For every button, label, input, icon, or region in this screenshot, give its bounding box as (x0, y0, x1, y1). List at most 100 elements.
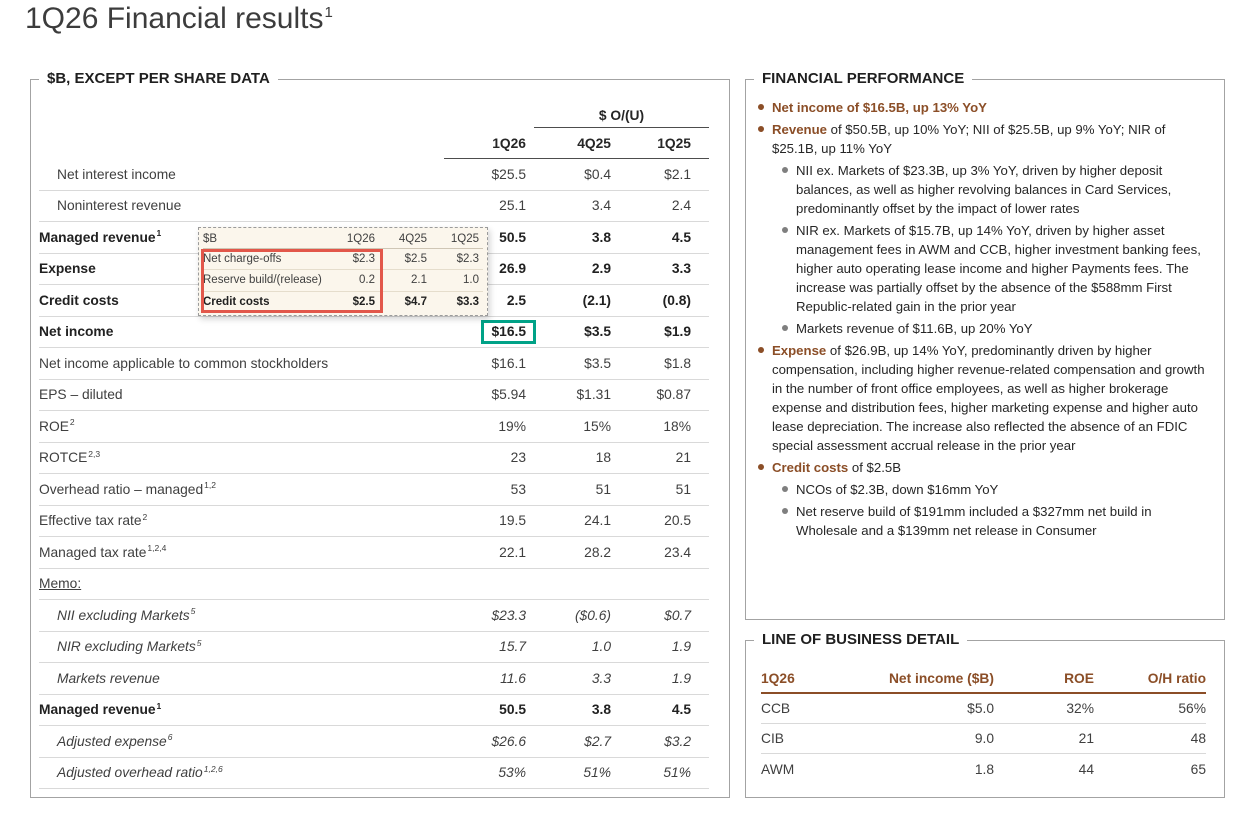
cell-value: 51% (583, 765, 611, 781)
footnote-marker: 1,2 (204, 480, 217, 491)
cell-value: 18 (595, 450, 611, 466)
callout-row: Net charge-offs $2.3 $2.5 $2.3 (203, 249, 483, 271)
callout-row: Reserve build/(release) 0.2 2.1 1.0 (203, 270, 483, 292)
table-row: Credit costs 2.5 (2.1) (0.8) (39, 285, 709, 317)
cell-value: $1.8 (664, 355, 691, 371)
lob-column-header: Net income ($B) (888, 671, 994, 686)
cell-value: 3.8 (591, 702, 611, 718)
callout-cell: 0.2 (359, 274, 375, 287)
row-label-text: Overhead ratio – managed (39, 481, 204, 497)
cell-value: 19.5 (499, 513, 526, 529)
row-label: ROE2 (39, 417, 444, 434)
bullet-item: Net income of $16.5B, up 13% YoY (758, 98, 1210, 117)
callout-cell: 1.0 (463, 274, 479, 287)
row-label: Managed tax rate1,2,4 (39, 544, 444, 560)
cell-value: 50.5 (499, 702, 526, 718)
callout-unit-header: $B (203, 232, 218, 245)
cell-4q25: $0.4 (534, 167, 619, 182)
cell-value: 22.1 (499, 544, 526, 560)
cell-value: 3.3 (591, 670, 611, 686)
cell-1q26: 15.7 (444, 639, 534, 654)
cell-1q25: 1.9 (619, 671, 709, 686)
table-row: Net income $16.5 $3.5 $1.9 (39, 317, 709, 348)
row-label-text: Adjusted expense (57, 733, 167, 749)
lob-cell-oh-ratio: 48 (1190, 731, 1206, 746)
cell-value: 3.4 (591, 198, 611, 214)
cell-1q26: $16.5 (444, 320, 536, 345)
cell-4q25: 1.0 (534, 639, 619, 654)
results-table-panel: $B, EXCEPT PER SHARE DATA $ O/(U) 1Q26 4… (30, 70, 730, 798)
cell-value: 51 (675, 481, 691, 497)
row-label-text: Noninterest revenue (57, 198, 182, 214)
page-title-text: 1Q26 Financial results (25, 2, 324, 35)
table-row: Effective tax rate2 19.5 24.1 20.5 (39, 506, 709, 537)
bullet-rest: NCOs of $2.3B, down $16mm YoY (796, 482, 999, 497)
bullet-text: Credit costs of $2.5B (772, 458, 901, 477)
lob-cell-net-income: $5.0 (967, 701, 994, 716)
bullet-icon (782, 227, 788, 233)
cell-value: 15.7 (499, 639, 526, 655)
footnote-marker: 6 (167, 732, 173, 743)
bullet-icon (782, 508, 788, 514)
cell-value: 4.5 (671, 702, 691, 718)
bullet-item: Credit costs of $2.5B (758, 458, 1210, 477)
callout-column-header: 1Q25 (450, 232, 479, 245)
cell-1q25: 21 (619, 450, 709, 465)
over-under-header-row: $ O/(U) (39, 100, 709, 128)
callout-cell: $2.3 (352, 253, 375, 266)
table-row: Managed tax rate1,2,4 22.1 28.2 23.4 (39, 537, 709, 569)
cell-value: $3.2 (664, 733, 691, 749)
cell-1q26: 23 (444, 450, 534, 465)
bullet-icon (782, 325, 788, 331)
bullet-item: NII ex. Markets of $23.3B, up 3% YoY, dr… (758, 161, 1210, 218)
cell-value: 26.9 (499, 261, 526, 277)
cell-value: 50.5 (499, 229, 526, 245)
cell-4q25: 18 (534, 450, 619, 465)
cell-value: 1.9 (671, 639, 691, 655)
cell-value: 3.3 (671, 261, 691, 277)
cell-value: 2.4 (671, 198, 691, 214)
lob-column-header: O/H ratio (1147, 671, 1206, 686)
credit-costs-callout: $B 1Q26 4Q25 1Q25 Net charge-offs $2.3 $… (198, 227, 488, 316)
cell-4q25: 51% (534, 765, 619, 780)
column-header: 1Q26 (444, 129, 534, 159)
cell-4q25: 2.9 (534, 261, 619, 276)
lob-row: CCB $5.0 32% 56% (761, 694, 1206, 724)
cell-value: 51 (595, 481, 611, 497)
bullet-icon (782, 486, 788, 492)
cell-value: 53% (498, 765, 526, 781)
cell-4q25: 3.3 (534, 671, 619, 686)
cell-1q26: 19.5 (444, 513, 534, 528)
lob-header-row: 1Q26 Net income ($B) ROE O/H ratio (761, 671, 1206, 694)
cell-value: $5.94 (491, 387, 526, 403)
row-label-text: Net interest income (57, 166, 176, 182)
footnote-marker: 5 (190, 606, 196, 617)
bullet-rest: of $50.5B, up 10% YoY; NII of $25.5B, up… (772, 122, 1166, 156)
bullet-rest: Markets revenue of $11.6B, up 20% YoY (796, 321, 1033, 336)
column-header: 1Q25 (619, 129, 709, 159)
table-row: Markets revenue 11.6 3.3 1.9 (39, 663, 709, 695)
cell-value: 15% (583, 418, 611, 434)
bullet-rest: Net reserve build of $191mm included a $… (796, 504, 1152, 538)
cell-1q25: (0.8) (619, 293, 709, 308)
cell-value: $0.87 (656, 387, 691, 403)
cell-1q26: $26.6 (444, 734, 534, 749)
cell-4q25: $3.5 (534, 324, 619, 339)
bullet-item: Expense of $26.9B, up 14% YoY, predomina… (758, 341, 1210, 455)
table-row: ROE2 19% 15% 18% (39, 411, 709, 443)
callout-cell: 2.1 (411, 274, 427, 287)
cell-value: 1.0 (591, 639, 611, 655)
row-label: Credit costs (39, 293, 444, 308)
table-header: $ O/(U) 1Q26 4Q25 1Q25 (39, 100, 709, 159)
cell-1q26: 22.1 (444, 545, 534, 560)
cell-value: ($0.6) (574, 607, 611, 623)
line-of-business-panel: LINE OF BUSINESS DETAIL 1Q26 Net income … (745, 631, 1225, 798)
row-label: NII excluding Markets5 (39, 606, 444, 623)
footnote-marker: 2 (69, 417, 75, 428)
cell-value: 1.9 (671, 670, 691, 686)
column-header: 4Q25 (534, 129, 619, 159)
bullet-item: Net reserve build of $191mm included a $… (758, 502, 1210, 540)
row-label-text: Credit costs (39, 292, 119, 308)
callout-cell: $3.3 (456, 296, 479, 309)
cell-1q25: $3.2 (619, 734, 709, 749)
